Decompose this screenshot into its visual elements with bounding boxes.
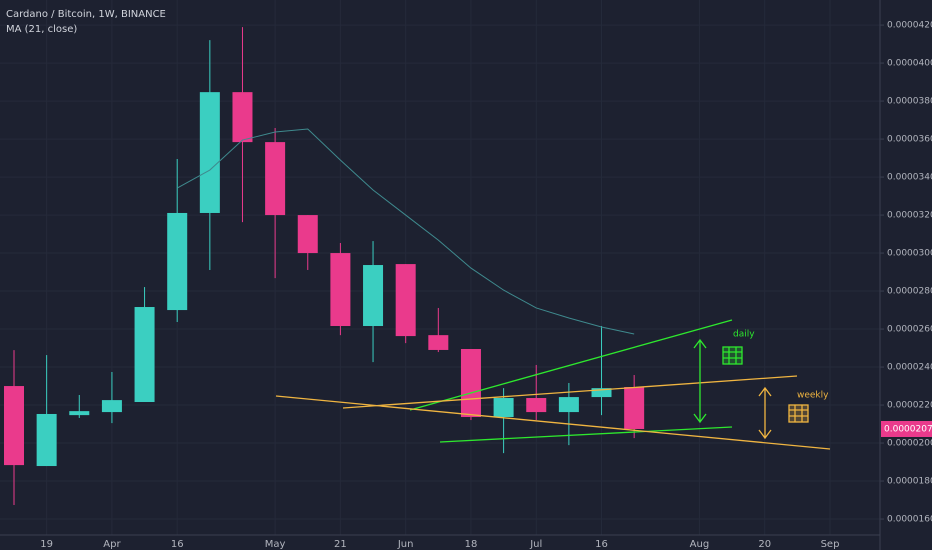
y-tick-label: 0.00002800 (887, 287, 932, 297)
y-tick-label: 0.00003400 (887, 173, 932, 183)
candle-body (428, 335, 449, 350)
x-tick-label: 16 (595, 539, 608, 550)
x-tick-label: 19 (40, 539, 53, 550)
range-arrow (758, 386, 772, 440)
candle-body (265, 142, 286, 216)
candle-body (363, 265, 384, 327)
last-price-box (881, 420, 932, 437)
plot (4, 27, 645, 505)
x-tick-label: May (265, 539, 286, 550)
candle-body (101, 400, 122, 413)
annotation: daily (733, 330, 755, 340)
x-tick-label: Sep (821, 539, 840, 550)
y-tick-label: 0.00002000 (887, 439, 932, 449)
axes: 0.00001600 0.00001800 0.00002000 0.00002200… (40, 21, 932, 550)
y-tick-label: 0.00002200 (887, 401, 932, 411)
candle-body (395, 264, 416, 337)
x-tick-label: Jul (529, 539, 542, 550)
candle-body (167, 212, 188, 311)
y-tick-label: 0.00003800 (887, 97, 932, 107)
candle-body (4, 386, 24, 466)
trend-line (409, 319, 733, 411)
y-tick-label: 0.00004000 (887, 59, 932, 69)
candle-body (232, 92, 253, 143)
candle-body (69, 411, 90, 416)
x-tick-label: 21 (334, 539, 347, 550)
calendar-icon (788, 404, 809, 423)
x-tick-label: 16 (171, 539, 184, 550)
indicator-label: MA (21, close) (6, 24, 77, 35)
candle-body (493, 398, 514, 418)
range-arrow (693, 338, 707, 424)
chart-title: Cardano / Bitcoin, 1W, BINANCE (6, 9, 166, 20)
candle-body (199, 92, 220, 213)
x-tick-label: 20 (758, 539, 771, 550)
drawings (275, 319, 831, 450)
y-tick-label: 0.00002400 (887, 363, 932, 373)
y-tick-label: 0.00003600 (887, 135, 932, 145)
trend-line (275, 395, 831, 450)
candle-body (36, 413, 57, 467)
x-tick-label: Apr (103, 539, 121, 550)
candle-body (558, 397, 579, 413)
candle-body (134, 307, 155, 403)
x-tick-label: Jun (397, 539, 414, 550)
candle-body (526, 398, 547, 413)
y-tick-label: 0.00002600 (887, 325, 932, 335)
y-tick-label: 0.00001800 (887, 477, 932, 487)
candle-body (460, 349, 481, 418)
trend-line (439, 426, 733, 443)
x-tick-label: Aug (690, 539, 710, 550)
annotation: weekly (797, 391, 829, 401)
last-price-label: 0.00002074 (884, 424, 932, 434)
candle-body (297, 215, 318, 254)
calendar-icon (722, 346, 743, 365)
candle-body (624, 387, 645, 429)
candle-body (330, 253, 351, 327)
y-tick-label: 0.00004200 (887, 21, 932, 31)
y-tick-label: 0.00001600 (887, 515, 932, 525)
x-tick-label: 18 (465, 539, 478, 550)
trend-line (342, 375, 798, 409)
y-tick-label: 0.00003000 (887, 249, 932, 259)
y-tick-label: 0.00003200 (887, 211, 932, 221)
candle-body (591, 388, 612, 398)
ma-line (176, 128, 635, 335)
